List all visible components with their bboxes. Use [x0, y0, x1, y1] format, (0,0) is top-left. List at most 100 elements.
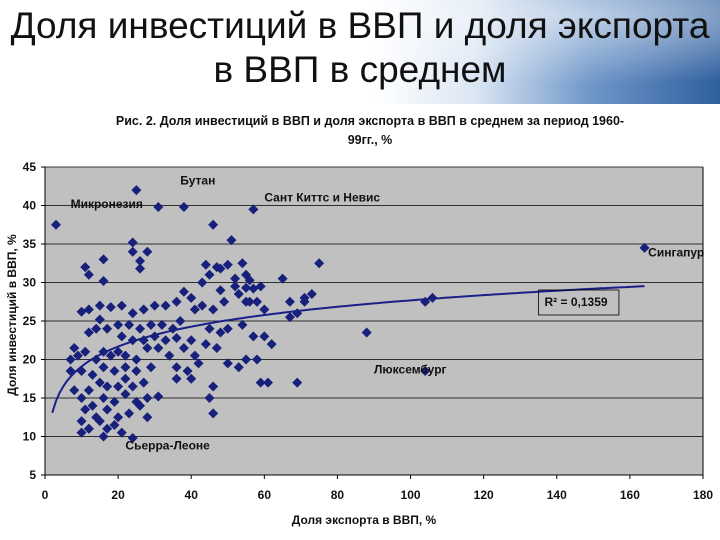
data-point	[314, 258, 325, 269]
point-annotation: Микронезия	[71, 197, 143, 211]
data-point	[105, 350, 116, 361]
data-point	[76, 416, 87, 427]
data-point	[178, 202, 189, 213]
data-point	[241, 282, 252, 293]
data-point	[105, 302, 116, 313]
data-point	[102, 381, 113, 392]
data-point	[127, 433, 138, 444]
y-tick-label: 10	[23, 430, 37, 444]
data-point	[76, 427, 87, 438]
x-tick-label: 160	[620, 488, 640, 502]
data-point	[138, 304, 149, 315]
data-point	[76, 366, 87, 377]
data-point	[167, 323, 178, 334]
data-point	[120, 389, 131, 400]
data-point	[109, 419, 120, 430]
data-point	[204, 393, 215, 403]
data-point	[127, 335, 138, 346]
data-point	[124, 319, 135, 330]
data-point	[248, 283, 259, 294]
data-point	[102, 404, 113, 415]
data-point	[120, 362, 131, 373]
y-tick-label: 45	[23, 160, 37, 174]
data-point	[91, 323, 102, 334]
data-point	[222, 323, 233, 334]
data-point	[149, 300, 160, 311]
data-point	[127, 246, 138, 257]
r2-box-frame	[538, 289, 620, 316]
data-point	[127, 237, 138, 248]
data-point	[87, 400, 98, 411]
data-point	[237, 258, 248, 269]
x-tick-label: 140	[547, 488, 567, 502]
data-point	[259, 331, 270, 342]
data-point	[98, 275, 109, 286]
data-point	[98, 346, 109, 357]
x-axis-label: Доля экспорта в ВВП, %	[292, 513, 437, 527]
data-point	[142, 246, 153, 257]
x-tick-label: 180	[693, 488, 713, 502]
data-point	[146, 362, 157, 373]
data-point	[98, 431, 109, 442]
data-point	[233, 289, 244, 300]
x-tick-label: 100	[401, 488, 421, 502]
figure-caption-line-1: Рис. 2. Доля инвестиций в ВВП и доля экс…	[115, 114, 625, 128]
axes	[41, 166, 704, 479]
data-point	[299, 296, 310, 307]
data-point	[120, 350, 131, 361]
data-point	[197, 277, 208, 288]
data-point	[160, 300, 171, 311]
y-tick-label: 30	[23, 276, 37, 290]
data-point	[215, 285, 226, 296]
point-annotation: Сант Киттс и Невис	[264, 191, 380, 205]
data-point	[262, 377, 273, 388]
data-point	[175, 316, 186, 326]
data-point	[171, 362, 182, 373]
x-tick-label: 0	[42, 488, 49, 502]
x-tick-label: 60	[258, 488, 272, 502]
data-point	[127, 308, 138, 319]
r2-label: R² = 0,1359	[545, 295, 608, 309]
data-point	[222, 358, 233, 369]
data-point	[149, 331, 160, 342]
slide-title-line-1: Доля инвестиций в ВВП и доля экспорта	[10, 5, 710, 46]
data-point	[420, 296, 431, 307]
data-point	[237, 319, 248, 330]
data-point	[226, 235, 237, 246]
data-point	[361, 327, 372, 338]
data-point	[109, 396, 120, 407]
data-point	[153, 391, 164, 402]
data-point	[138, 335, 149, 346]
data-point	[120, 373, 131, 384]
y-tick-labels: 5 10 15 20 25 30 35 40 45	[23, 160, 37, 482]
data-point	[208, 219, 219, 230]
data-point	[200, 339, 211, 350]
data-point	[83, 269, 94, 280]
data-point	[72, 350, 83, 361]
data-point	[230, 281, 241, 292]
slide-title-line-2: в ВВП в среднем	[213, 49, 507, 90]
data-point	[208, 304, 219, 315]
data-point	[69, 385, 80, 396]
data-point	[98, 362, 109, 373]
data-point	[292, 377, 303, 388]
data-point	[248, 204, 259, 215]
data-points	[50, 185, 650, 444]
data-point	[178, 342, 189, 353]
point-annotation: Люксембург	[374, 362, 447, 376]
data-point	[116, 427, 127, 438]
data-point	[83, 304, 94, 315]
data-point	[233, 362, 244, 373]
data-point	[255, 281, 266, 292]
data-point	[146, 319, 157, 330]
data-point	[160, 335, 171, 346]
x-tick-label: 80	[331, 488, 345, 502]
data-point	[171, 332, 182, 343]
y-tick-label: 25	[23, 314, 37, 328]
r2-box: R² = 0,1359	[538, 289, 620, 316]
data-point	[215, 327, 226, 338]
data-point	[80, 262, 91, 273]
data-point	[131, 185, 142, 196]
data-point	[142, 342, 153, 353]
